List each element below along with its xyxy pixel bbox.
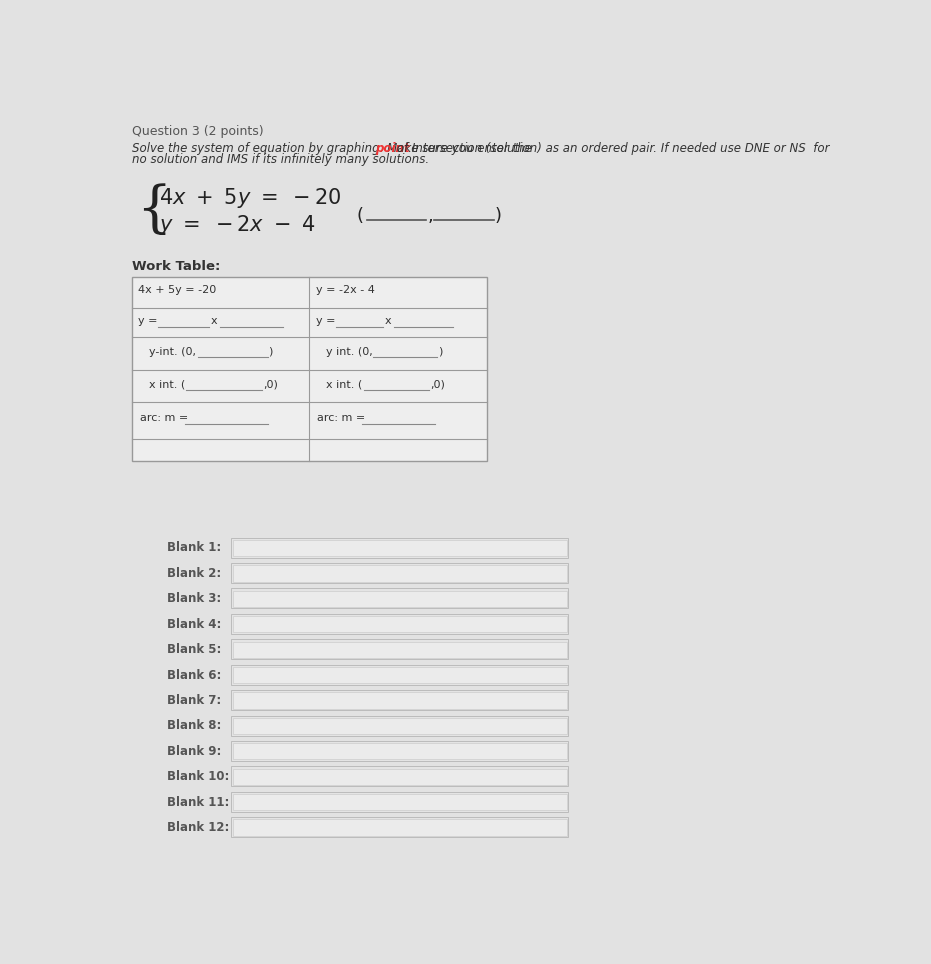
Text: ,0): ,0)	[263, 379, 277, 389]
Text: Blank 6:: Blank 6:	[167, 669, 222, 682]
Text: 4x + 5y = -20: 4x + 5y = -20	[138, 285, 216, 295]
Bar	[233, 540, 567, 556]
Text: Blank 9:: Blank 9:	[167, 745, 222, 758]
Bar	[233, 718, 567, 734]
Text: Work Table:: Work Table:	[132, 260, 221, 274]
Bar	[233, 743, 567, 760]
Text: x: x	[385, 316, 391, 326]
Bar	[231, 741, 568, 761]
Bar	[231, 791, 568, 812]
Bar	[231, 538, 568, 557]
Bar	[233, 794, 567, 810]
Bar	[231, 588, 568, 608]
Text: y int. (0,: y int. (0,	[327, 347, 373, 357]
Bar	[231, 715, 568, 736]
Bar	[231, 563, 568, 583]
Text: point: point	[375, 142, 410, 155]
Bar	[233, 642, 567, 657]
Text: Blank 4:: Blank 4:	[167, 618, 222, 630]
Text: y-int. (0,: y-int. (0,	[149, 347, 196, 357]
Bar	[231, 614, 568, 634]
Text: arc: m =: arc: m =	[317, 413, 369, 423]
Text: Blank 3:: Blank 3:	[167, 592, 221, 605]
Text: ): )	[438, 347, 442, 357]
Text: ,: ,	[427, 206, 433, 225]
Bar	[233, 667, 567, 683]
Text: y = -2x - 4: y = -2x - 4	[316, 285, 374, 295]
Text: y =: y =	[316, 316, 339, 326]
Text: Blank 10:: Blank 10:	[167, 770, 229, 783]
Bar	[231, 690, 568, 710]
Bar	[233, 616, 567, 632]
Text: arc: m =: arc: m =	[140, 413, 192, 423]
Text: Blank 5:: Blank 5:	[167, 643, 222, 656]
Text: Solve the system of equation by graphing. Make sure you enter the: Solve the system of equation by graphing…	[132, 142, 535, 155]
Text: Blank 11:: Blank 11:	[167, 795, 229, 809]
Bar	[233, 565, 567, 581]
Bar	[233, 692, 567, 709]
Text: Blank 8:: Blank 8:	[167, 719, 222, 733]
Bar	[231, 817, 568, 837]
Text: Blank 12:: Blank 12:	[167, 821, 229, 834]
Bar	[233, 768, 567, 785]
Text: y =: y =	[138, 316, 161, 326]
Text: ): )	[494, 206, 502, 225]
Text: $4x\ +\ 5y\ =\ -20$: $4x\ +\ 5y\ =\ -20$	[159, 186, 342, 210]
Bar	[233, 591, 567, 607]
Text: ,0): ,0)	[430, 379, 445, 389]
Text: of Intersection (solution) as an ordered pair. If needed use DNE or NS  for: of Intersection (solution) as an ordered…	[393, 142, 830, 155]
Text: x: x	[211, 316, 218, 326]
Text: x int. (: x int. (	[327, 379, 363, 389]
Text: Blank 1:: Blank 1:	[167, 542, 221, 554]
Text: no solution and IMS if its infinitely many solutions.: no solution and IMS if its infinitely ma…	[132, 152, 429, 166]
Bar	[132, 278, 487, 461]
Bar	[231, 639, 568, 659]
Text: (: (	[357, 206, 364, 225]
Bar	[233, 819, 567, 836]
Text: $y\ =\ -2x\ -\ 4$: $y\ =\ -2x\ -\ 4$	[159, 213, 316, 237]
Bar	[231, 766, 568, 787]
Text: ): )	[268, 347, 273, 357]
Text: x int. (: x int. (	[149, 379, 185, 389]
Text: Blank 7:: Blank 7:	[167, 694, 221, 707]
Text: Question 3 (2 points): Question 3 (2 points)	[132, 125, 263, 138]
Bar	[231, 665, 568, 684]
Text: {: {	[136, 183, 171, 238]
Text: Blank 2:: Blank 2:	[167, 567, 221, 580]
